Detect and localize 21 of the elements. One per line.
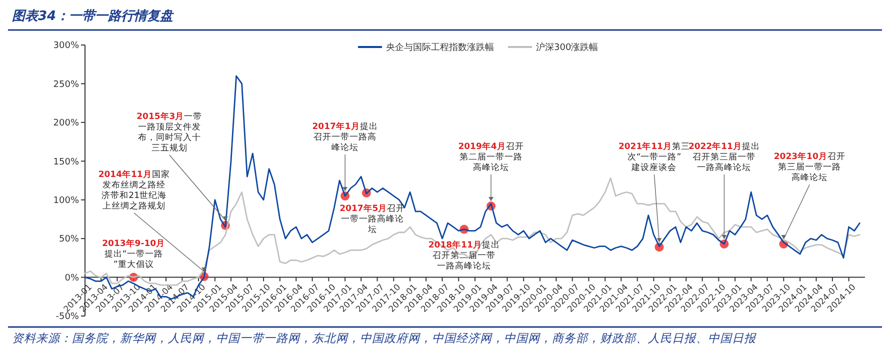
annotation: 2023年10月召开第三届一带一路高峰论坛 (774, 151, 846, 183)
annotation: 2021年11月第三次“一带一路”建设座谈会 (618, 141, 690, 173)
annotation: 2019年4月召开第二届一带一路高峰论坛 (458, 141, 524, 173)
y-tick-label: 300% (53, 41, 80, 52)
annotation: 2014年11月国家发布丝绸之路经济带和21世纪海上丝绸之路规划 (98, 169, 170, 212)
annotation: 2017年1月提出召开一带一路高峰论坛 (312, 121, 378, 153)
annotation: 2022年11月提出召开第三届一带一路高峰论坛 (688, 141, 760, 173)
annotation: 2018年11月提出召开第二届一带一路高峰论坛 (428, 239, 500, 272)
y-tick-label: -50% (56, 312, 80, 322)
legend-label: 央企与国际工程指数涨跌幅 (386, 42, 494, 54)
y-tick-label: 200% (53, 118, 80, 129)
chart-title: 图表34：一带一路行情复盘 (12, 9, 176, 24)
y-tick-label: 250% (53, 80, 80, 90)
y-tick-label: 0% (64, 273, 80, 284)
legend-label: 沪深300涨跌幅 (536, 42, 598, 54)
annotation: 2015年3月一带一路顶层文件发布，同时写入十三五规划 (136, 111, 202, 154)
y-tick-label: 100% (53, 196, 80, 206)
y-tick-label: 150% (53, 157, 80, 168)
text: 资料来源：国务院，新华网，人民网，中国一带一路网，东北网，中国政府网，中国经济网，中国网，商务部，财政部、人民日报、中国日报 (12, 331, 757, 345)
annotation: 2017年5月召开一带一路高峰论坛 (340, 202, 406, 235)
y-tick-label: 50% (58, 234, 80, 245)
